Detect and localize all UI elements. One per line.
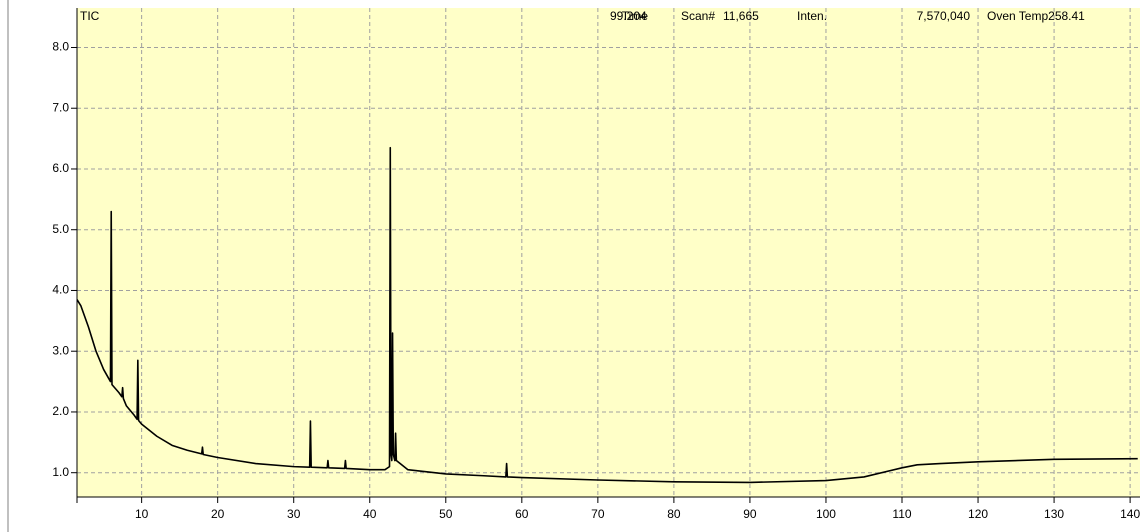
- header-text: 11,665: [723, 9, 759, 23]
- x-tick-label: 110: [892, 507, 911, 521]
- trace-line: [76, 146, 1138, 484]
- y-tick-label: 8.0: [52, 40, 69, 54]
- header-text: Inten.: [797, 9, 827, 23]
- header-text: 99.204: [610, 9, 647, 23]
- header-text: 7,570,040: [917, 9, 971, 23]
- x-tick-label: 120: [968, 507, 988, 521]
- header-text: Scan#: [681, 9, 715, 23]
- x-tick-label: 60: [515, 507, 529, 521]
- x-tick-label: 50: [439, 507, 453, 521]
- plot-area: [77, 8, 1140, 497]
- x-tick-label: 70: [591, 507, 605, 521]
- y-tick-label: 4.0: [52, 283, 69, 297]
- x-tick-label: 90: [743, 507, 757, 521]
- y-tick-label: 1.0: [52, 465, 69, 479]
- header-text: Time: [622, 9, 649, 23]
- y-tick-label: 2.0: [52, 404, 69, 418]
- x-tick-label: 40: [363, 507, 377, 521]
- header-text: TIC: [80, 9, 100, 23]
- y-tick-label: 7.0: [52, 100, 69, 114]
- x-tick-label: 20: [211, 507, 225, 521]
- y-tick-label: 6.0: [52, 161, 69, 175]
- x-tick-label: 30: [287, 507, 301, 521]
- y-tick-label: 3.0: [52, 343, 69, 357]
- x-tick-label: 130: [1044, 507, 1064, 521]
- y-tick-label: 5.0: [52, 222, 69, 236]
- x-tick-label: 100: [816, 507, 836, 521]
- x-tick-label: 140: [1120, 507, 1140, 521]
- x-tick-label: 10: [135, 507, 149, 521]
- x-tick-label: 80: [667, 507, 681, 521]
- header-text: Oven Temp258.41: [987, 9, 1085, 23]
